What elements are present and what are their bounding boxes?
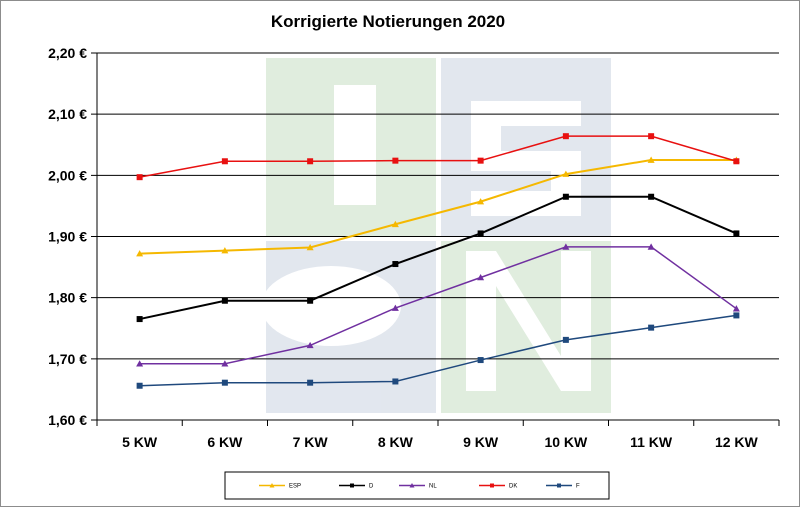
data-point — [477, 230, 484, 237]
series-line-f — [139, 314, 737, 387]
data-point — [477, 273, 485, 281]
data-point — [307, 379, 314, 386]
x-tick-label: 12 KW — [715, 434, 759, 450]
legend-swatch-marker — [350, 483, 354, 488]
series-d — [136, 193, 740, 323]
data-point — [562, 336, 569, 343]
data-point — [221, 158, 228, 165]
data-point — [733, 158, 740, 165]
y-tick-label: 2,10 € — [48, 106, 87, 122]
x-tick-label: 10 KW — [544, 434, 588, 450]
data-point — [648, 193, 655, 200]
data-point — [392, 378, 399, 385]
data-point — [562, 133, 569, 140]
data-point — [647, 156, 655, 163]
grid-lines — [91, 52, 779, 421]
legend-swatch-marker — [409, 483, 415, 488]
series-group — [136, 133, 740, 389]
chart-title: Korrigierte Notierungen 2020 — [271, 12, 505, 31]
data-point — [477, 198, 485, 205]
data-point — [562, 170, 570, 177]
data-point — [221, 247, 229, 254]
legend-label-esp: ESP — [289, 484, 301, 490]
legend-label-nl: NL — [429, 484, 437, 490]
data-point — [647, 243, 655, 250]
series-dk — [136, 133, 740, 181]
data-point — [477, 157, 484, 164]
data-point — [307, 158, 314, 165]
axes — [96, 53, 780, 426]
data-point — [136, 174, 143, 181]
x-tick-label: 7 KW — [293, 434, 329, 450]
data-point — [307, 297, 314, 304]
legend-label-dk: DK — [509, 484, 517, 490]
y-tick-labels: 1,60 € 1,70 € 1,80 € 1,90 € 2,00 € 2,10 € 2,20… — [48, 45, 87, 428]
data-point — [221, 360, 229, 367]
legend-swatch-marker — [269, 483, 275, 488]
data-point — [391, 304, 399, 311]
data-point — [562, 243, 570, 250]
data-point — [391, 220, 399, 228]
data-point — [221, 379, 228, 386]
data-point — [733, 230, 740, 237]
data-point — [648, 324, 655, 331]
data-point — [392, 261, 399, 268]
data-point — [306, 244, 314, 251]
y-tick-label: 1,80 € — [48, 290, 87, 306]
x-tick-label: 8 KW — [378, 434, 414, 450]
y-tick-label: 1,90 € — [48, 229, 87, 245]
data-point — [136, 316, 143, 323]
data-point — [136, 360, 144, 367]
data-point — [136, 382, 143, 389]
y-tick-label: 1,60 € — [48, 412, 87, 428]
x-tick-labels: 5 KW 6 KW 7 KW 8 KW 9 KW 10 KW 11 KW 12 KW — [122, 434, 758, 450]
series-f — [136, 312, 740, 389]
x-tick-label: 11 KW — [630, 434, 673, 450]
y-tick-label: 1,70 € — [48, 351, 87, 367]
legend-swatch-marker — [557, 483, 561, 488]
series-line-nl — [139, 246, 737, 365]
y-tick-label: 2,00 € — [48, 167, 87, 183]
data-point — [562, 193, 569, 200]
isn-watermark-logo — [261, 58, 611, 413]
data-point — [648, 133, 655, 140]
data-point — [136, 250, 144, 257]
legend-label-f: F — [576, 484, 580, 490]
series-line-esp — [139, 159, 737, 255]
x-tick-label: 9 KW — [463, 434, 499, 450]
data-point — [306, 341, 314, 349]
data-point — [477, 357, 484, 364]
series-esp — [136, 156, 740, 257]
data-point — [732, 305, 740, 312]
data-point — [221, 297, 228, 304]
data-point — [733, 312, 740, 319]
x-tick-label: 5 KW — [122, 434, 158, 450]
y-tick-label: 2,20 € — [48, 45, 87, 61]
legend: ESP D NL DK F — [224, 471, 610, 500]
data-point — [392, 157, 399, 164]
legend-swatch-marker — [490, 483, 494, 488]
series-line-dk — [139, 135, 737, 178]
x-tick-label: 6 KW — [207, 434, 243, 450]
series-nl — [136, 243, 740, 367]
legend-label-d: D — [369, 484, 374, 490]
series-line-d — [139, 195, 737, 321]
